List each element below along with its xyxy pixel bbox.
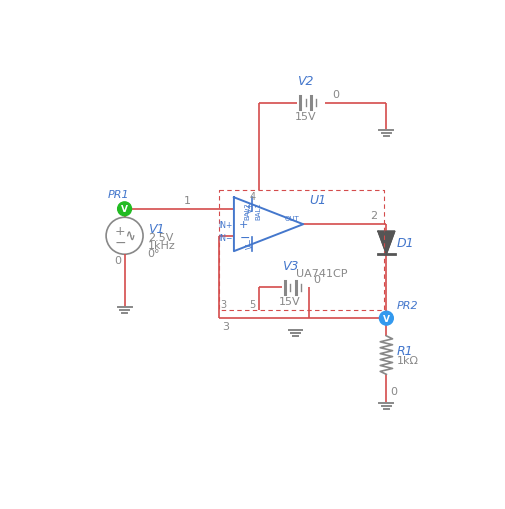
Text: 15V: 15V xyxy=(294,112,316,122)
Text: IN+: IN+ xyxy=(218,220,232,229)
Text: PR1: PR1 xyxy=(108,189,129,200)
Text: 1kHz: 1kHz xyxy=(147,241,175,250)
Text: +: + xyxy=(239,220,248,230)
Text: 0: 0 xyxy=(114,256,121,266)
Text: V+: V+ xyxy=(245,201,254,213)
Text: OUT: OUT xyxy=(284,216,299,222)
Text: +: + xyxy=(115,224,125,237)
Text: V: V xyxy=(121,205,128,214)
Text: 1: 1 xyxy=(184,195,191,206)
Text: 0°: 0° xyxy=(147,249,160,259)
Text: V−: V− xyxy=(245,237,254,248)
Text: 0: 0 xyxy=(313,275,320,285)
Text: 3: 3 xyxy=(220,299,226,309)
Polygon shape xyxy=(377,232,394,254)
Text: V3: V3 xyxy=(281,260,298,272)
Text: V2: V2 xyxy=(296,75,313,88)
Text: UA741CP: UA741CP xyxy=(295,269,346,278)
Text: V1: V1 xyxy=(147,222,164,235)
Text: 0: 0 xyxy=(332,90,339,100)
Text: 15V: 15V xyxy=(279,296,300,306)
Text: BAL2: BAL2 xyxy=(244,202,250,219)
Text: 3: 3 xyxy=(222,322,229,331)
Text: 4: 4 xyxy=(249,192,255,202)
Text: D1: D1 xyxy=(396,237,414,250)
Text: 1kΩ: 1kΩ xyxy=(395,356,418,366)
Text: U1: U1 xyxy=(309,194,326,207)
Circle shape xyxy=(118,203,131,216)
Text: 5: 5 xyxy=(249,299,255,309)
Text: 2.5V: 2.5V xyxy=(147,232,173,242)
Text: V: V xyxy=(382,314,389,323)
Text: IN−: IN− xyxy=(218,233,232,242)
Text: −: − xyxy=(239,232,249,244)
Text: 0: 0 xyxy=(389,386,396,397)
Text: PR2: PR2 xyxy=(395,300,417,310)
Text: −: − xyxy=(114,236,126,249)
Text: R1: R1 xyxy=(395,344,412,357)
Text: BAL1: BAL1 xyxy=(255,202,261,219)
Text: 2: 2 xyxy=(369,210,376,220)
Circle shape xyxy=(379,312,392,325)
